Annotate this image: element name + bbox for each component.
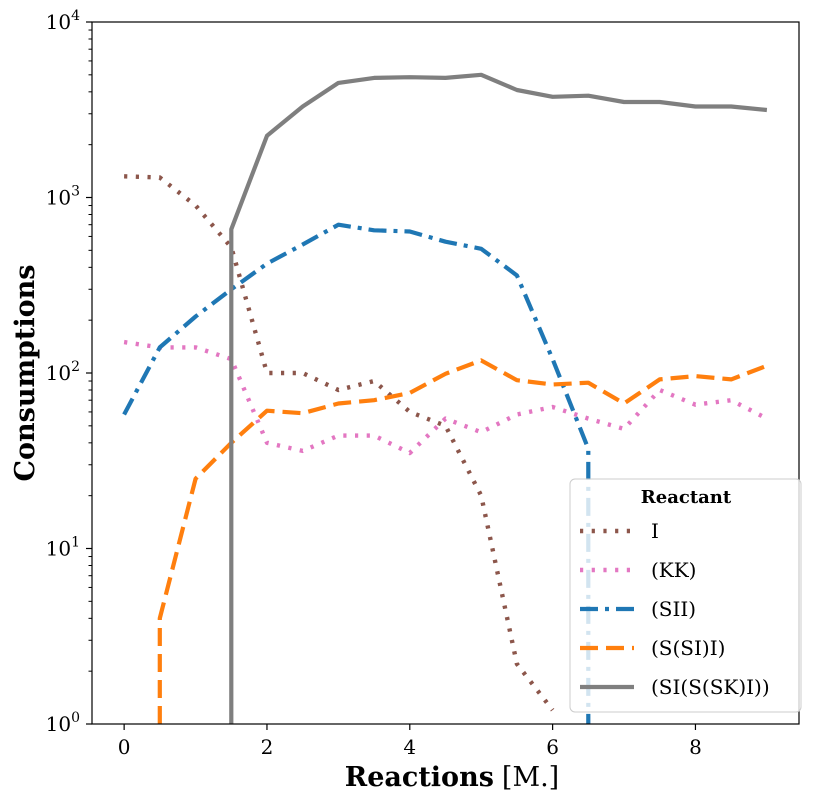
x-axis-label-unit: [M.] — [502, 762, 559, 793]
series-line-4 — [229, 72, 768, 724]
x-axis-label-text: Reactions — [345, 762, 494, 793]
x-tick-label: 2 — [261, 735, 274, 759]
y-tick-label: 103 — [46, 184, 80, 210]
x-tick-label: 8 — [689, 735, 702, 759]
x-tick-label: 6 — [546, 735, 559, 759]
legend-label-4: (SI(S(SK)I)) — [651, 675, 770, 699]
legend: Reactant I (KK) (SII) (S(SI)I) (SI(S(SK)I)) — [569, 478, 802, 713]
y-axis-label: Consumptions — [10, 265, 41, 482]
legend-label-0: I — [651, 519, 659, 543]
y-tick-label: 101 — [46, 535, 80, 561]
legend-label-1: (KK) — [651, 558, 697, 582]
y-tick-label: 102 — [46, 359, 80, 385]
series-line-1 — [123, 339, 768, 456]
y-tick-label: 100 — [46, 710, 80, 736]
legend-title: Reactant — [641, 487, 732, 508]
x-tick-label: 0 — [118, 735, 131, 759]
legend-box — [569, 478, 802, 713]
legend-label-3: (S(SI)I) — [651, 636, 725, 660]
x-axis: 0 2 4 6 8 — [118, 724, 702, 759]
series-layer — [122, 72, 768, 724]
series-line-0 — [124, 174, 555, 712]
legend-items: I (KK) (SII) (S(SI)I) (SI(S(SK)I)) — [580, 519, 770, 699]
y-axis: 100 101 102 103 104 — [46, 8, 92, 736]
legend-label-2: (SII) — [651, 597, 696, 621]
y-tick-label: 104 — [46, 8, 80, 34]
x-axis-label: Reactions [M.] — [345, 762, 559, 793]
x-tick-label: 4 — [403, 735, 416, 759]
series-line-2 — [122, 222, 591, 724]
